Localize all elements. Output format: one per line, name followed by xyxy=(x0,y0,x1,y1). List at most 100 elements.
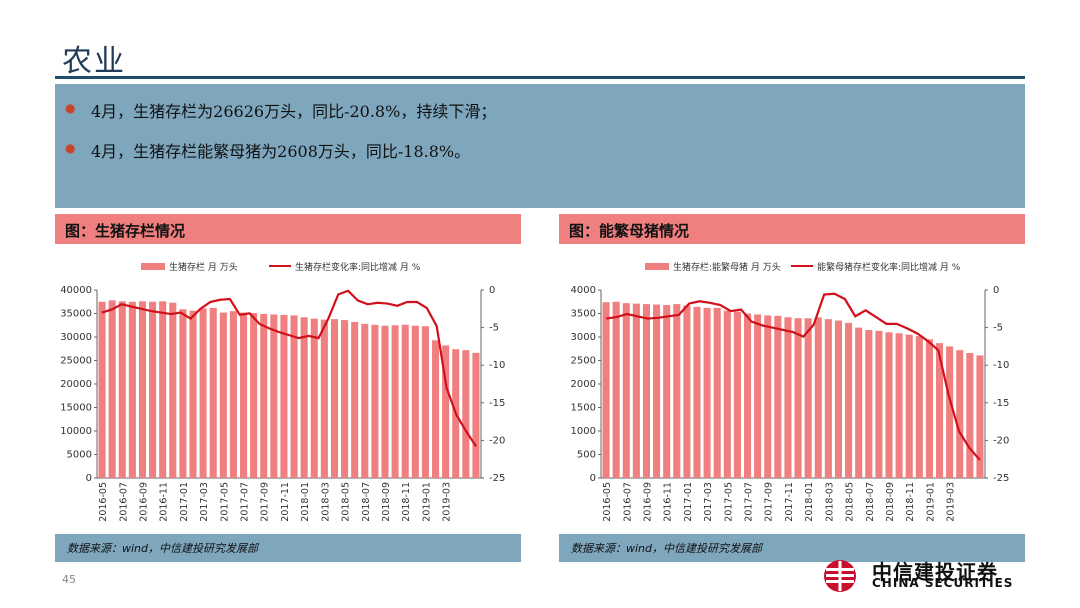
y-tick-label-right: -15 xyxy=(489,398,505,409)
bar xyxy=(108,300,116,478)
y-tick-label-left: 4000 xyxy=(571,285,596,296)
bar xyxy=(381,325,389,478)
bar xyxy=(371,324,379,478)
y-tick-label-right: -10 xyxy=(489,360,505,371)
page-number: 45 xyxy=(62,573,76,586)
bar xyxy=(209,307,217,478)
bar xyxy=(946,346,954,478)
y-tick-label-left: 3000 xyxy=(571,332,596,343)
bar xyxy=(341,320,349,478)
bar xyxy=(784,317,792,478)
bar xyxy=(138,301,147,478)
y-tick-label-right: 0 xyxy=(489,285,495,296)
bar xyxy=(169,302,177,478)
y-tick-label-right: -20 xyxy=(489,435,505,446)
bar xyxy=(351,321,359,478)
chart-header-right: 图：能繁母猪情况 xyxy=(559,214,1025,244)
bar xyxy=(683,305,691,478)
x-tick-label: 2017-07 xyxy=(744,482,755,522)
bar xyxy=(814,317,822,478)
y-tick-label-left: 5000 xyxy=(67,450,92,461)
bar xyxy=(673,304,681,478)
x-tick-label: 2018-09 xyxy=(885,482,896,522)
bar xyxy=(280,314,288,478)
legend-line-label: 生猪存栏变化率:同比增减 月 % xyxy=(295,261,421,273)
y-tick-label-right: 0 xyxy=(993,285,999,296)
title-divider xyxy=(55,76,1025,79)
y-tick-label-right: -15 xyxy=(993,398,1009,409)
x-tick-label: 2019-03 xyxy=(442,482,453,522)
bar xyxy=(462,350,470,478)
y-tick-label-right: -5 xyxy=(489,323,499,334)
bar xyxy=(935,343,944,478)
bar xyxy=(743,313,752,478)
bar xyxy=(128,301,136,478)
page-title: 农业 xyxy=(62,44,126,79)
bar xyxy=(229,311,237,478)
bar xyxy=(713,307,721,478)
bar xyxy=(956,350,964,478)
x-tick-label: 2017-09 xyxy=(260,482,271,522)
bullet-dot-icon: ● xyxy=(65,141,76,155)
x-tick-label: 2017-09 xyxy=(764,482,775,522)
bar xyxy=(472,352,480,478)
y-tick-label-left: 500 xyxy=(577,450,596,461)
x-tick-label: 2018-05 xyxy=(845,482,856,522)
legend-line-label: 能繁母猪存栏变化率:同比增减 月 % xyxy=(817,261,961,273)
bar xyxy=(703,307,711,478)
x-tick-label: 2018-07 xyxy=(865,482,876,522)
bar xyxy=(723,310,731,478)
bar xyxy=(824,319,832,478)
x-tick-label: 2018-07 xyxy=(361,482,372,522)
bar xyxy=(642,304,651,478)
y-tick-label-left: 25000 xyxy=(60,356,92,367)
x-tick-label: 2016-05 xyxy=(602,482,613,522)
bullet-text: 4月，生猪存栏为26626万头，同比-20.8%，持续下滑； xyxy=(91,102,497,121)
bar xyxy=(320,319,328,478)
x-tick-label: 2018-01 xyxy=(804,482,815,522)
y-tick-label-right: -10 xyxy=(993,360,1009,371)
x-tick-label: 2017-01 xyxy=(179,482,190,522)
bar xyxy=(693,306,701,478)
bar xyxy=(250,313,258,478)
y-tick-label-left: 3500 xyxy=(571,309,596,320)
x-tick-label: 2017-05 xyxy=(723,482,734,522)
x-tick-label: 2019-03 xyxy=(946,482,957,522)
bar xyxy=(260,313,268,478)
bullet-dot-icon: ● xyxy=(65,101,76,115)
bar xyxy=(149,301,157,478)
hog-inventory-chart: 生猪存栏 月 万头 生猪存栏变化率:同比增减 月 % 40000 35000 30000… xyxy=(60,261,505,522)
source-text: 数据来源：wind，中信建投研究发展部 xyxy=(571,542,763,555)
bar xyxy=(411,325,419,478)
legend-bar-label: 生猪存栏:能繁母猪 月 万头 xyxy=(673,261,781,273)
y-tick-label-left: 2500 xyxy=(571,356,596,367)
bar xyxy=(179,309,187,478)
x-tick-label: 2016-05 xyxy=(98,482,109,522)
bar xyxy=(865,329,873,478)
y-tick-label-right: -5 xyxy=(993,323,1003,334)
x-tick-label: 2016-07 xyxy=(622,482,633,522)
x-tick-label: 2018-09 xyxy=(381,482,392,522)
legend-bar-label: 生猪存栏 月 万头 xyxy=(169,261,238,273)
bar xyxy=(885,332,893,478)
bar xyxy=(98,301,106,478)
x-tick-label: 2016-11 xyxy=(159,482,170,522)
x-tick-label: 2017-07 xyxy=(240,482,251,522)
y-tick-label-left: 15000 xyxy=(60,403,92,414)
chart-header-label: 图：能繁母猪情况 xyxy=(569,222,690,240)
bar xyxy=(612,301,620,478)
x-tick-label: 2018-11 xyxy=(905,482,916,522)
x-tick-label: 2018-05 xyxy=(341,482,352,522)
bar xyxy=(290,315,298,478)
chart-header-label: 图：生猪存栏情况 xyxy=(65,222,186,240)
bullet-text: 4月，生猪存栏能繁母猪为2608万头，同比-18.8%。 xyxy=(91,142,471,161)
bar xyxy=(401,324,409,478)
series-line xyxy=(606,292,981,461)
y-tick-label-right: -25 xyxy=(993,473,1009,484)
x-tick-label: 2017-05 xyxy=(219,482,230,522)
x-tick-label: 2016-11 xyxy=(663,482,674,522)
x-tick-label: 2019-01 xyxy=(421,482,432,522)
bar xyxy=(391,325,399,478)
legend-bar-swatch xyxy=(645,263,669,270)
bar xyxy=(845,322,853,478)
